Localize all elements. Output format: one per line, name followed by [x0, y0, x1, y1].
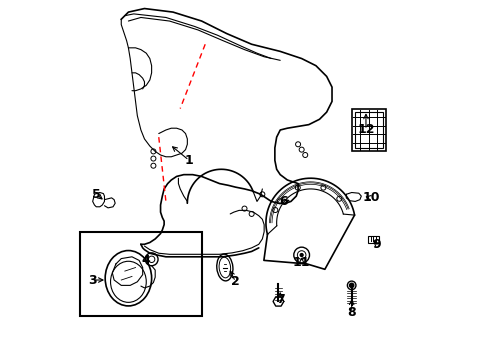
Text: 11: 11: [292, 256, 310, 269]
Text: 1: 1: [184, 154, 193, 167]
Text: 9: 9: [371, 238, 380, 251]
Bar: [80, 232, 201, 316]
Text: 6: 6: [279, 195, 287, 208]
Text: 4: 4: [142, 254, 150, 267]
Text: 3: 3: [88, 274, 97, 287]
Ellipse shape: [105, 251, 151, 306]
Text: 5: 5: [92, 188, 101, 201]
Text: 7: 7: [275, 293, 284, 306]
Text: 10: 10: [362, 192, 379, 204]
Bar: [354, 112, 382, 148]
Ellipse shape: [216, 254, 232, 281]
Bar: [351, 109, 385, 152]
Text: 2: 2: [231, 275, 240, 288]
Circle shape: [300, 253, 303, 256]
Text: 8: 8: [346, 306, 355, 319]
Text: 12: 12: [356, 123, 374, 136]
Bar: [367, 236, 378, 243]
Circle shape: [349, 283, 353, 288]
